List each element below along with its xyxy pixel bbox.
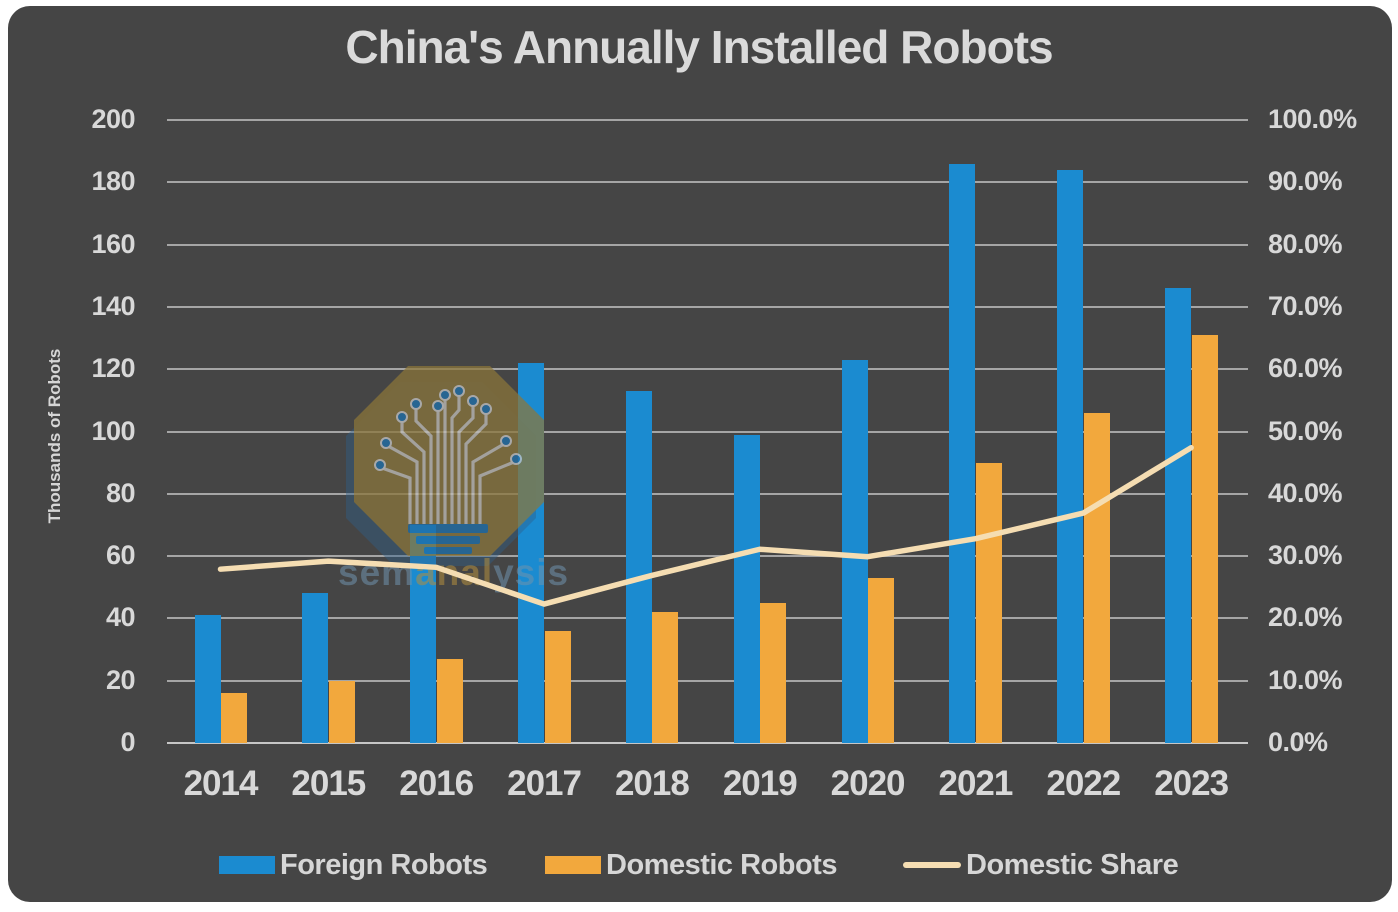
gridline-120 [167,368,1248,371]
wordmark-sem: sem [338,552,416,593]
domestic-robots-swatch-icon [545,856,601,874]
bar-domestic-2014 [221,693,247,743]
x-axis-label-2018: 2018 [614,764,690,803]
wordmark-anal: anal [415,552,494,593]
bar-foreign-2018 [625,391,652,743]
wordmark-ysis: ysis [493,552,570,593]
x-axis-label-2014: 2014 [183,764,259,803]
legend-item-domestic-share: Domestic Share [903,846,1179,884]
y-axis-tick-label-180: 180 [91,166,135,197]
y-axis-tick-label-60: 60 [105,540,136,571]
bar-domestic-2018 [652,612,679,743]
right-axis-tick-label-100.0%: 100.0% [1268,104,1357,134]
x-axis-label-2016: 2016 [399,764,474,803]
right-axis-tick-label-10.0%: 10.0% [1268,664,1343,695]
bar-domestic-2017 [544,630,571,743]
bar-foreign-2015 [302,593,329,743]
x-axis-label-2022: 2022 [1046,764,1121,803]
y-axis-tick-label-40: 40 [105,602,136,633]
semianalysis-watermark-text: semanalysis [338,552,568,594]
legend-label-share: Domestic Share [966,848,1179,881]
bar-domestic-2021 [975,462,1002,743]
bar-domestic-2016 [436,658,463,743]
bar-foreign-2021 [949,163,976,743]
right-axis-tick-label-80.0%: 80.0% [1268,228,1343,259]
bar-foreign-2023 [1165,288,1192,743]
gridline-100 [167,430,1248,433]
semianalysis-watermark-logo [346,366,544,566]
bar-domestic-2022 [1083,412,1110,743]
y-axis-tick-label-120: 120 [91,353,135,384]
bar-domestic-2019 [760,602,787,743]
legend-label-foreign: Foreign Robots [280,848,488,881]
bar-foreign-2022 [1057,169,1084,743]
right-axis-tick-label-20.0%: 20.0% [1268,602,1343,633]
y-axis-tick-label-200: 200 [91,104,135,134]
legend-label-domestic: Domestic Robots [606,848,837,881]
gridline-0 [167,742,1248,744]
y-axis-tick-label-80: 80 [105,477,136,508]
y-axis-tick-label-100: 100 [91,415,135,446]
right-axis-tick-label-30.0%: 30.0% [1268,540,1343,571]
right-axis-tick-label-40.0%: 40.0% [1268,477,1343,508]
x-axis-label-2021: 2021 [938,764,1014,803]
right-axis-tick-label-90.0%: 90.0% [1268,166,1343,197]
y-axis-tick-label-0: 0 [120,727,135,757]
right-axis-tick-label-70.0%: 70.0% [1268,290,1343,321]
x-axis-label-2020: 2020 [830,764,906,803]
legend-item-foreign-robots: Foreign Robots [219,846,488,884]
bar-foreign-2020 [841,359,868,743]
gridline-140 [167,305,1248,308]
gridline-40 [167,617,1248,620]
right-axis-tick-label-50.0%: 50.0% [1268,415,1343,446]
x-axis-label-2019: 2019 [722,764,798,803]
bar-domestic-2020 [868,577,895,743]
gridline-20 [167,679,1248,682]
gridline-180 [167,181,1248,184]
bar-domestic-2015 [328,680,355,743]
bar-domestic-2023 [1191,334,1218,743]
gridline-160 [167,243,1248,246]
y-axis-tick-label-20: 20 [105,664,136,695]
bar-foreign-2014 [194,615,221,743]
x-axis-label-2017: 2017 [507,764,582,803]
x-axis-label-2015: 2015 [291,764,366,803]
domestic-share-line-swatch-icon [903,862,961,868]
legend-item-domestic-robots: Domestic Robots [545,846,837,884]
y-axis-tick-label-140: 140 [91,290,135,321]
gridline-200 [167,119,1248,121]
right-axis-tick-label-0.0%: 0.0% [1268,727,1328,757]
foreign-robots-swatch-icon [219,856,275,874]
x-axis-label-2023: 2023 [1154,764,1229,803]
chart-title: China's Annually Installed Robots [345,21,1053,73]
bar-foreign-2019 [733,434,760,743]
right-axis-tick-label-60.0%: 60.0% [1268,353,1343,384]
y-axis-tick-label-160: 160 [91,228,135,259]
